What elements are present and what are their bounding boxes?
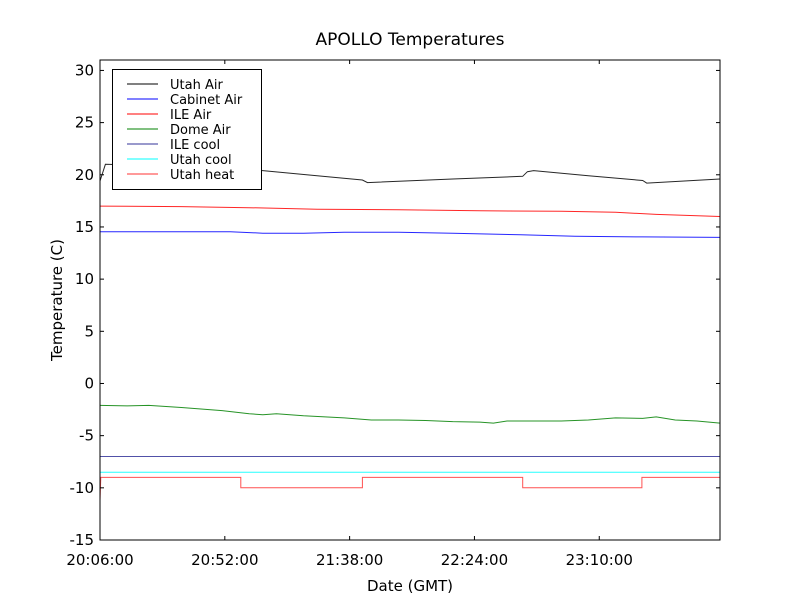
x-tick-label: 20:06:00 [66, 551, 133, 569]
y-tick-label: 25 [75, 114, 94, 132]
x-tick-label: 22:24:00 [441, 551, 508, 569]
y-tick-label: -5 [79, 427, 94, 445]
series-line-cabinet-air [100, 231, 721, 238]
y-axis-label: Temperature (C) [48, 239, 66, 362]
y-tick-label: 20 [75, 166, 94, 184]
series-layer [99, 163, 721, 501]
legend-label: Utah Air [170, 78, 223, 93]
plot-frame [99, 59, 721, 541]
legend-label: Dome Air [170, 123, 231, 138]
y-tick-label: 10 [75, 270, 94, 288]
y-tick-label: 0 [84, 374, 94, 392]
y-tick-label: 30 [75, 61, 94, 79]
y-tick-label: 5 [84, 322, 94, 340]
series-line-ile-air [99, 205, 721, 217]
legend-label: Cabinet Air [170, 93, 243, 108]
chart-title: APOLLO Temperatures [316, 30, 505, 50]
y-tick-label: -10 [70, 479, 95, 497]
legend-label: ILE cool [170, 138, 220, 153]
y-tick-label: -15 [70, 531, 95, 549]
x-axis-label: Date (GMT) [367, 577, 453, 595]
y-tick-label: 15 [75, 218, 94, 236]
series-line-utah-heat [99, 476, 720, 501]
x-tick-label: 21:38:00 [316, 551, 383, 569]
x-tick-label: 20:52:00 [191, 551, 258, 569]
legend-label: Utah cool [170, 153, 232, 168]
x-tick-label: 23:10:00 [566, 551, 633, 569]
axes-layer: -15 -10 -5 0 5 10 15 20 25 30 20:06:00 20:52:00 21:3… [66, 59, 721, 569]
legend-label: Utah heat [170, 168, 234, 183]
series-line-dome-air [99, 404, 721, 424]
legend-label: ILE Air [170, 108, 212, 123]
